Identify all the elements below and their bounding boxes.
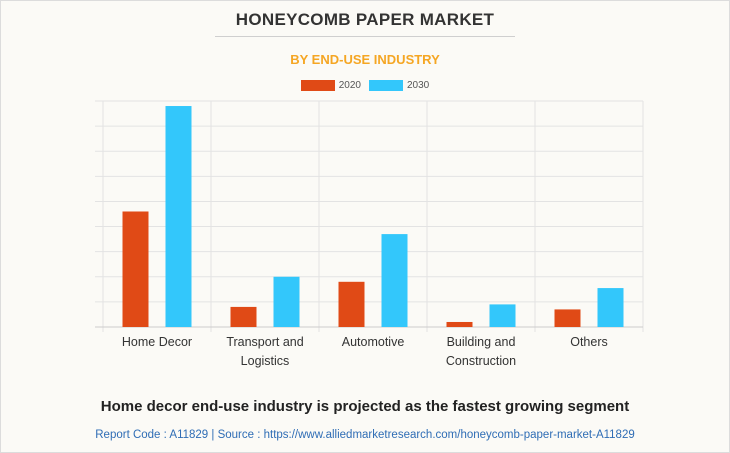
x-tick-label: Home Decor (122, 335, 192, 349)
legend-label-2030: 2030 (407, 80, 430, 91)
x-tick-label: Building and (447, 335, 516, 349)
chart-headline: Home decor end-use industry is projected… (100, 398, 630, 415)
legend-label-2020: 2020 (338, 80, 361, 91)
chart-legend: 2020 2030 (0, 80, 730, 91)
legend-swatch-2030 (369, 80, 403, 91)
bar-home-decor-2020 (122, 211, 149, 327)
bar-others-2020 (554, 309, 581, 327)
title-divider (215, 36, 515, 37)
bar-others-2030 (597, 288, 624, 327)
chart-subtitle: BY END-USE INDUSTRY (290, 52, 440, 67)
x-tick-label: Others (570, 335, 608, 349)
legend-swatch-2020 (300, 80, 335, 91)
bar-transport-and-logistics-2030 (273, 276, 300, 327)
chart-title: HONEYCOMB PAPER MARKET (235, 10, 495, 29)
legend-item-2030[interactable]: 2030 (369, 80, 429, 91)
bar-building-and-construction-2020 (446, 321, 473, 327)
bar-transport-and-logistics-2020 (230, 306, 257, 327)
bar-automotive-2020 (338, 281, 365, 327)
legend-item-2020[interactable]: 2020 (300, 80, 361, 91)
x-tick-label: Automotive (342, 335, 405, 349)
bar-home-decor-2030 (165, 106, 192, 328)
bar-building-and-construction-2030 (489, 304, 516, 327)
x-tick-label: Construction (446, 354, 516, 368)
source-footer[interactable]: Report Code : A11829 | Source : https://… (95, 429, 635, 441)
x-tick-label: Transport and (226, 335, 303, 349)
bar-automotive-2030 (381, 234, 408, 327)
x-tick-label: Logistics (241, 354, 290, 368)
